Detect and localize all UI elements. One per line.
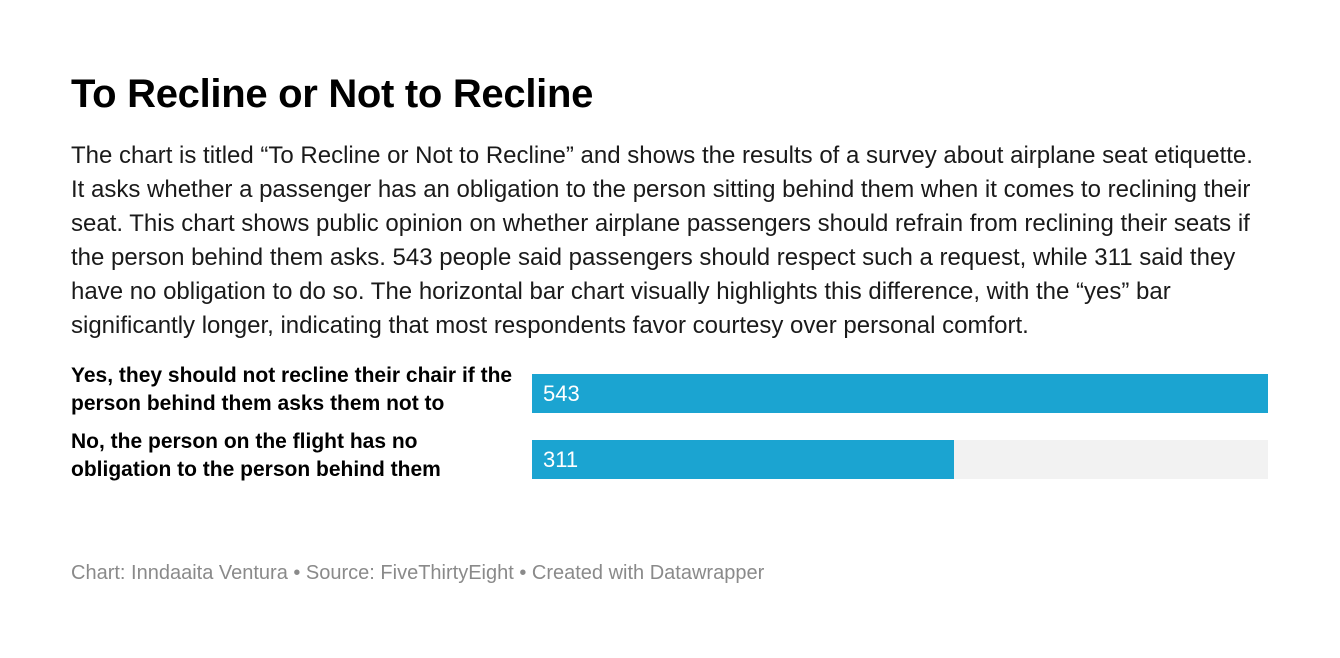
bar-value-label-no: 311 <box>543 447 579 472</box>
bar-chart: Yes, they should not recline their chair… <box>71 364 1269 496</box>
chart-footer: Chart: Inndaaita Ventura • Source: FiveT… <box>71 562 765 584</box>
bar-yes <box>532 374 1268 413</box>
chart-title: To Recline or Not to Recline <box>71 72 594 116</box>
bar-track-yes: 543 <box>532 374 1268 413</box>
bar-row-yes: Yes, they should not recline their chair… <box>71 364 1269 430</box>
bar-no <box>532 440 954 479</box>
bar-label-no: No, the person on the flight has no obli… <box>71 430 441 481</box>
bar-track-no: 311 <box>532 440 1268 479</box>
bar-value-label-yes: 543 <box>543 381 580 406</box>
bar-label-yes: Yes, they should not recline their chair… <box>71 364 513 415</box>
bar-row-no: No, the person on the flight has no obli… <box>71 430 1269 496</box>
chart-container: To Recline or Not to Recline The chart i… <box>71 70 1269 496</box>
chart-description: The chart is titled “To Recline or Not t… <box>71 142 1253 339</box>
